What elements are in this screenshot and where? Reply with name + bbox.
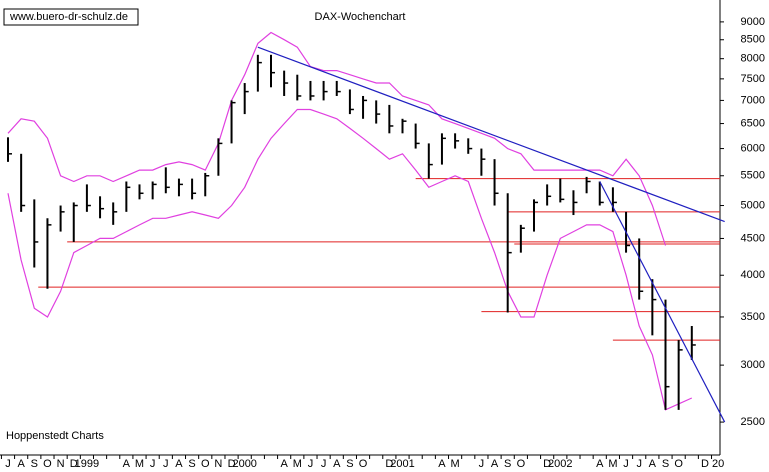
- source-box: [3, 8, 139, 26]
- x-tick-label: J: [321, 458, 327, 470]
- x-tick-label: O: [674, 458, 683, 470]
- x-tick-label: J: [150, 458, 156, 470]
- x-tick-label: M: [608, 458, 617, 470]
- y-tick-label: 9000: [741, 16, 765, 28]
- y-tick-label: 8000: [741, 53, 765, 65]
- x-tick-label: 2002: [548, 458, 572, 470]
- chart-title: DAX-Wochenchart: [315, 11, 406, 23]
- footer: Hoppenstedt Charts: [6, 430, 104, 442]
- x-tick-label: J: [636, 458, 642, 470]
- x-tick-label: 1999: [75, 458, 99, 470]
- y-tick-label: 5000: [741, 199, 765, 211]
- x-tick-label: D: [701, 458, 709, 470]
- trend-line: [257, 46, 725, 223]
- x-tick-label: D: [543, 458, 551, 470]
- y-tick-label: 5500: [741, 170, 765, 182]
- x-tick-label: A: [175, 458, 183, 470]
- y-tick-label: 8500: [741, 34, 765, 46]
- bollinger-band: [7, 31, 667, 246]
- x-tick-label: S: [188, 458, 195, 470]
- y-tick-label: 3500: [741, 311, 765, 323]
- x-tick-label: A: [491, 458, 499, 470]
- y-tick-label: 4500: [741, 232, 765, 244]
- x-tick-label: M: [293, 458, 302, 470]
- x-tick-label: S: [346, 458, 353, 470]
- x-tick-label: N: [57, 458, 65, 470]
- x-tick-label: O: [517, 458, 526, 470]
- x-tick-label: A: [596, 458, 604, 470]
- x-tick-label: J: [5, 458, 11, 470]
- x-tick-label: 2001: [390, 458, 414, 470]
- x-tick-label: J: [623, 458, 629, 470]
- x-tick-label: D: [70, 458, 78, 470]
- x-tick-label: N: [214, 458, 222, 470]
- y-tick-label: 6500: [741, 117, 765, 129]
- x-tick-label: S: [504, 458, 511, 470]
- bollinger-band: [7, 108, 693, 411]
- x-tick-label: A: [123, 458, 131, 470]
- y-tick-label: 7500: [741, 73, 765, 85]
- x-tick-label: J: [163, 458, 169, 470]
- x-tick-label: O: [43, 458, 52, 470]
- source-url: www.buero-dr-schulz.de: [9, 11, 128, 23]
- x-tick-label: J: [479, 458, 485, 470]
- y-tick-label: 2500: [741, 416, 765, 428]
- trend-line: [599, 181, 726, 423]
- x-tick-label: M: [451, 458, 460, 470]
- x-tick-label: A: [333, 458, 341, 470]
- x-tick-label: S: [662, 458, 669, 470]
- x-tick-label: S: [31, 458, 38, 470]
- x-tick-label: O: [359, 458, 368, 470]
- y-tick-label: 3000: [741, 359, 765, 371]
- y-tick-label: 6000: [741, 142, 765, 154]
- x-tick-label: D: [385, 458, 393, 470]
- x-tick-label: 2000: [232, 458, 256, 470]
- y-tick-label: 7000: [741, 94, 765, 106]
- x-tick-label: J: [308, 458, 314, 470]
- x-tick-label: A: [649, 458, 657, 470]
- y-tick-label: 4000: [741, 269, 765, 281]
- x-tick-label: A: [438, 458, 446, 470]
- x-tick-label: O: [201, 458, 210, 470]
- x-tick-label: M: [135, 458, 144, 470]
- x-tick-label: A: [280, 458, 288, 470]
- x-tick-label: A: [17, 458, 25, 470]
- x-tick-label: D: [228, 458, 236, 470]
- x-tick-label: 20: [712, 458, 724, 470]
